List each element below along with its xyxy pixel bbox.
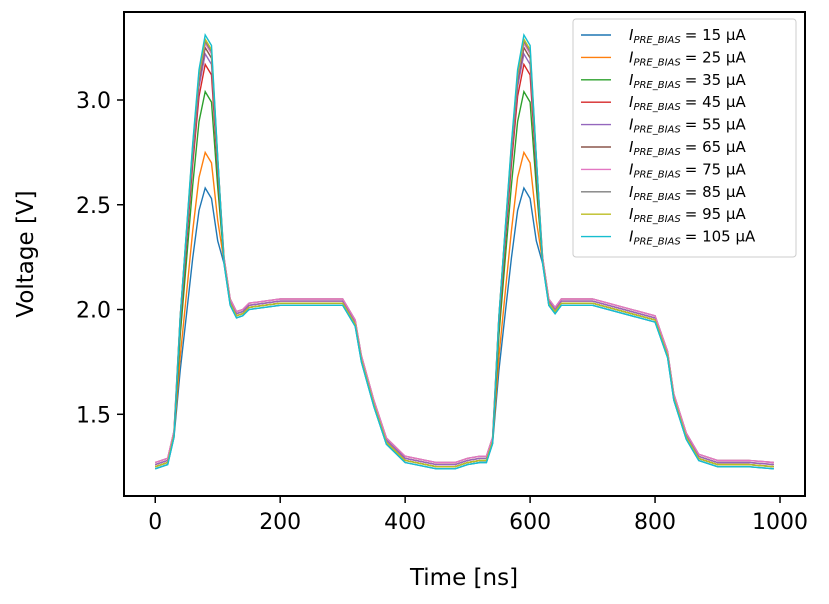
y-tick-label: 1.5 [76, 403, 111, 428]
x-tick-label: 400 [384, 510, 426, 535]
legend-box [572, 18, 797, 258]
axes-frame [123, 11, 806, 497]
legend-entry: IPRE_BIAS = 85 μA [629, 183, 746, 203]
legend-entry: IPRE_BIAS = 55 μA [629, 116, 746, 136]
legend-entry: IPRE_BIAS = 25 μA [629, 48, 746, 68]
y-tick-label: 2.5 [76, 194, 111, 219]
legend-entry: IPRE_BIAS = 75 μA [629, 160, 746, 180]
x-axis: 0 200 400 600 800 1000 [148, 496, 808, 535]
legend-entry: IPRE_BIAS = 65 μA [629, 138, 746, 158]
series-line-5 [154, 51, 774, 466]
x-tick-label: 0 [148, 510, 162, 535]
plot-area [154, 33, 774, 470]
y-axis: 1.5 2.0 2.5 3.0 [76, 89, 124, 428]
legend-entry: IPRE_BIAS = 45 μA [629, 93, 746, 113]
x-tick-label: 200 [259, 510, 301, 535]
series-line-7 [154, 41, 774, 464]
x-axis-label: Time [ns] [409, 565, 518, 591]
series-line-9 [154, 37, 774, 468]
y-tick-label: 2.0 [76, 299, 111, 324]
x-tick-label: 600 [509, 510, 551, 535]
y-axis-label: Voltage [V] [13, 190, 39, 317]
legend-entry: IPRE_BIAS = 15 μA [629, 26, 746, 46]
legend-entry: IPRE_BIAS = 105 μA [629, 228, 756, 248]
x-tick-label: 800 [634, 510, 676, 535]
legend-entry: IPRE_BIAS = 35 μA [629, 71, 746, 91]
x-tick-label: 1000 [752, 510, 808, 535]
legend-entry: IPRE_BIAS = 95 μA [629, 205, 746, 225]
y-tick-label: 3.0 [76, 89, 111, 114]
series-line-10 [154, 33, 774, 470]
